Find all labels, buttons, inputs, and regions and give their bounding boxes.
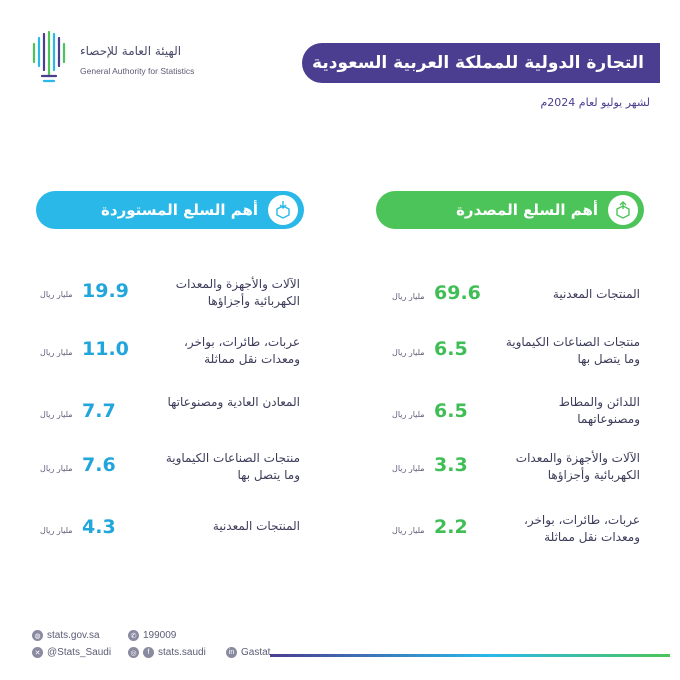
footer-twitter[interactable]: ✕ @Stats_Saudi <box>32 647 111 658</box>
export-item-label: اللدائن والمطاط ومصنوعاتهما <box>558 395 640 426</box>
export-item-value: 6.5 <box>434 338 468 360</box>
export-item-label: منتجات الصناعات الكيماوية وما يتصل بها <box>505 335 640 366</box>
export-row: عربات، طائرات، بواخر، ومعدات نقل مماثلة … <box>370 512 640 556</box>
export-item-unit: مليار ريال <box>392 348 425 357</box>
facebook-icon: f <box>143 647 154 658</box>
import-item-label: عربات، طائرات، بواخر، ومعدات نقل مماثلة <box>183 335 300 366</box>
gastat-logo: الهيئة العامة للإحصاء General Authority … <box>30 30 200 90</box>
import-box-icon <box>268 195 298 225</box>
footer-phone-text: 199009 <box>143 630 177 641</box>
import-item-label: منتجات الصناعات الكيماوية وما يتصل بها <box>165 451 300 482</box>
import-item-unit: مليار ريال <box>40 526 73 535</box>
logo-english-name: General Authority for Statistics <box>80 66 195 76</box>
import-item-unit: مليار ريال <box>40 410 73 419</box>
instagram-icon: ◎ <box>128 647 139 658</box>
footer-social-text: stats.saudi <box>158 647 206 658</box>
export-item-unit: مليار ريال <box>392 410 425 419</box>
export-item-value: 69.6 <box>434 282 481 304</box>
export-item-unit: مليار ريال <box>392 292 425 301</box>
export-item-unit: مليار ريال <box>392 526 425 535</box>
import-item-label: المعادن العادية ومصنوعاتها <box>167 395 300 409</box>
export-item-value: 2.2 <box>434 516 468 538</box>
import-item-label: المنتجات المعدنية <box>212 519 300 533</box>
logo-arabic-name: الهيئة العامة للإحصاء <box>80 44 182 58</box>
footer-linkedin-text: Gastat <box>241 647 271 658</box>
x-icon: ✕ <box>32 647 43 658</box>
import-item-value: 19.9 <box>82 280 129 302</box>
import-row: الآلات والأجهزة والمعدات الكهربائية وأجز… <box>30 276 300 320</box>
import-item-value: 11.0 <box>82 338 129 360</box>
footer-phone[interactable]: ✆ 199009 <box>128 630 176 641</box>
exports-heading: أهم السلع المصدرة <box>456 201 598 219</box>
export-item-value: 6.5 <box>434 400 468 422</box>
footer-twitter-text: @Stats_Saudi <box>47 647 112 658</box>
import-item-value: 4.3 <box>82 516 116 538</box>
export-box-icon <box>608 195 638 225</box>
import-row: منتجات الصناعات الكيماوية وما يتصل بها 7… <box>30 450 300 494</box>
export-item-label: الآلات والأجهزة والمعدات الكهربائية وأجز… <box>515 451 640 482</box>
export-row: اللدائن والمطاط ومصنوعاتهما 6.5 مليار ري… <box>370 394 640 438</box>
export-item-label: المنتجات المعدنية <box>552 287 640 301</box>
footer-website[interactable]: ◍ stats.gov.sa <box>32 630 100 641</box>
import-item-unit: مليار ريال <box>40 290 73 299</box>
footer-social[interactable]: ◎ f stats.saudi <box>128 647 206 658</box>
import-row: المنتجات المعدنية 4.3 مليار ريال <box>30 516 300 560</box>
linkedin-icon: in <box>226 647 237 658</box>
import-item-unit: مليار ريال <box>40 348 73 357</box>
export-item-unit: مليار ريال <box>392 464 425 473</box>
footer-accent-line <box>270 654 670 657</box>
import-row: المعادن العادية ومصنوعاتها 7.7 مليار ريا… <box>30 394 300 438</box>
exports-heading-pill: أهم السلع المصدرة <box>376 191 644 229</box>
export-row: الآلات والأجهزة والمعدات الكهربائية وأجز… <box>370 450 640 494</box>
import-item-value: 7.6 <box>82 454 116 476</box>
imports-heading-pill: أهم السلع المستوردة <box>36 191 304 229</box>
footer-linkedin[interactable]: in Gastat <box>226 647 270 658</box>
phone-icon: ✆ <box>128 630 139 641</box>
export-row: المنتجات المعدنية 69.6 مليار ريال <box>370 282 640 326</box>
import-row: عربات، طائرات، بواخر، ومعدات نقل مماثلة … <box>30 334 300 378</box>
page-title: التجارة الدولية للمملكة العربية السعودية <box>312 53 644 73</box>
import-item-value: 7.7 <box>82 400 116 422</box>
export-item-label: عربات، طائرات، بواخر، ومعدات نقل مماثلة <box>523 513 640 544</box>
page-subtitle: لشهر يوليو لعام 2024م <box>540 96 650 109</box>
page-title-banner: التجارة الدولية للمملكة العربية السعودية <box>302 43 660 83</box>
gastat-logo-mark-icon <box>32 30 66 83</box>
imports-heading: أهم السلع المستوردة <box>101 201 258 219</box>
import-item-unit: مليار ريال <box>40 464 73 473</box>
export-item-value: 3.3 <box>434 454 468 476</box>
export-row: منتجات الصناعات الكيماوية وما يتصل بها 6… <box>370 334 640 378</box>
footer-website-text: stats.gov.sa <box>47 630 100 641</box>
import-item-label: الآلات والأجهزة والمعدات الكهربائية وأجز… <box>175 277 300 308</box>
globe-icon: ◍ <box>32 630 43 641</box>
